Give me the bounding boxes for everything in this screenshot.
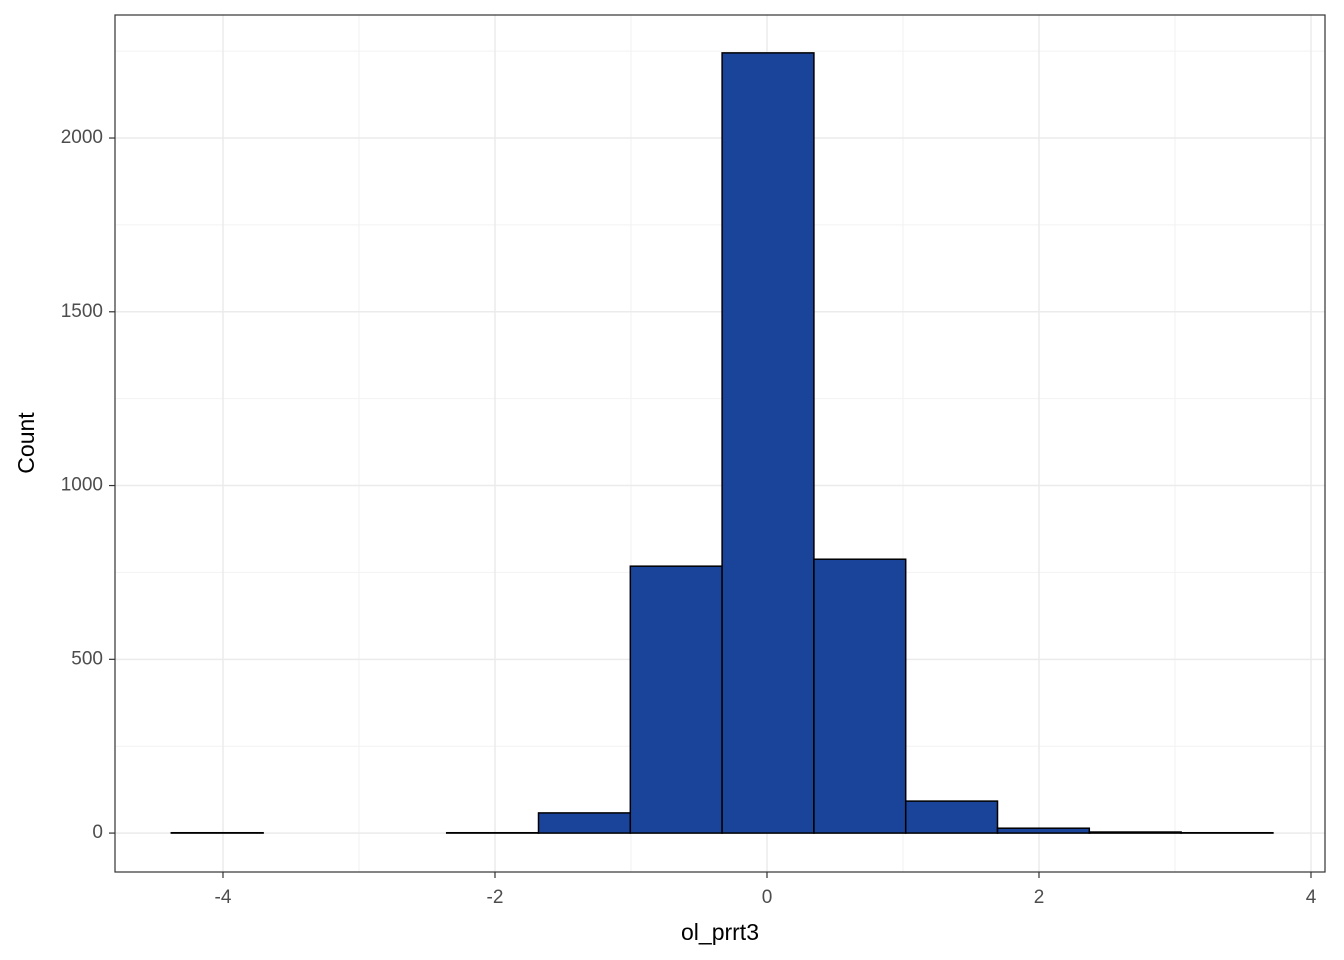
x-tick-label: -2	[487, 887, 504, 908]
bar	[721, 52, 815, 834]
y-axis-title: Count	[13, 412, 39, 474]
y-tick-label: 0	[92, 822, 103, 843]
axes: -4 -2 0 2 4 0 500 1000 1500 2000	[61, 127, 1317, 908]
bar	[629, 565, 723, 834]
x-tick-label: 0	[762, 887, 773, 908]
bar	[1088, 831, 1182, 834]
bar	[996, 827, 1091, 834]
y-tick-label: 1500	[61, 301, 103, 322]
x-axis-title: ol_prrt3	[681, 919, 759, 945]
x-tick-label: 2	[1034, 887, 1045, 908]
y-tick-label: 2000	[61, 127, 103, 148]
panel-border	[114, 14, 1326, 873]
bar	[537, 812, 632, 834]
bars	[170, 52, 1274, 834]
x-tick-label: -4	[215, 887, 232, 908]
y-tick-label: 500	[71, 648, 103, 669]
y-tick-label: 1000	[61, 475, 103, 496]
bar	[904, 800, 999, 834]
bar	[813, 558, 907, 834]
x-tick-label: 4	[1306, 887, 1317, 908]
